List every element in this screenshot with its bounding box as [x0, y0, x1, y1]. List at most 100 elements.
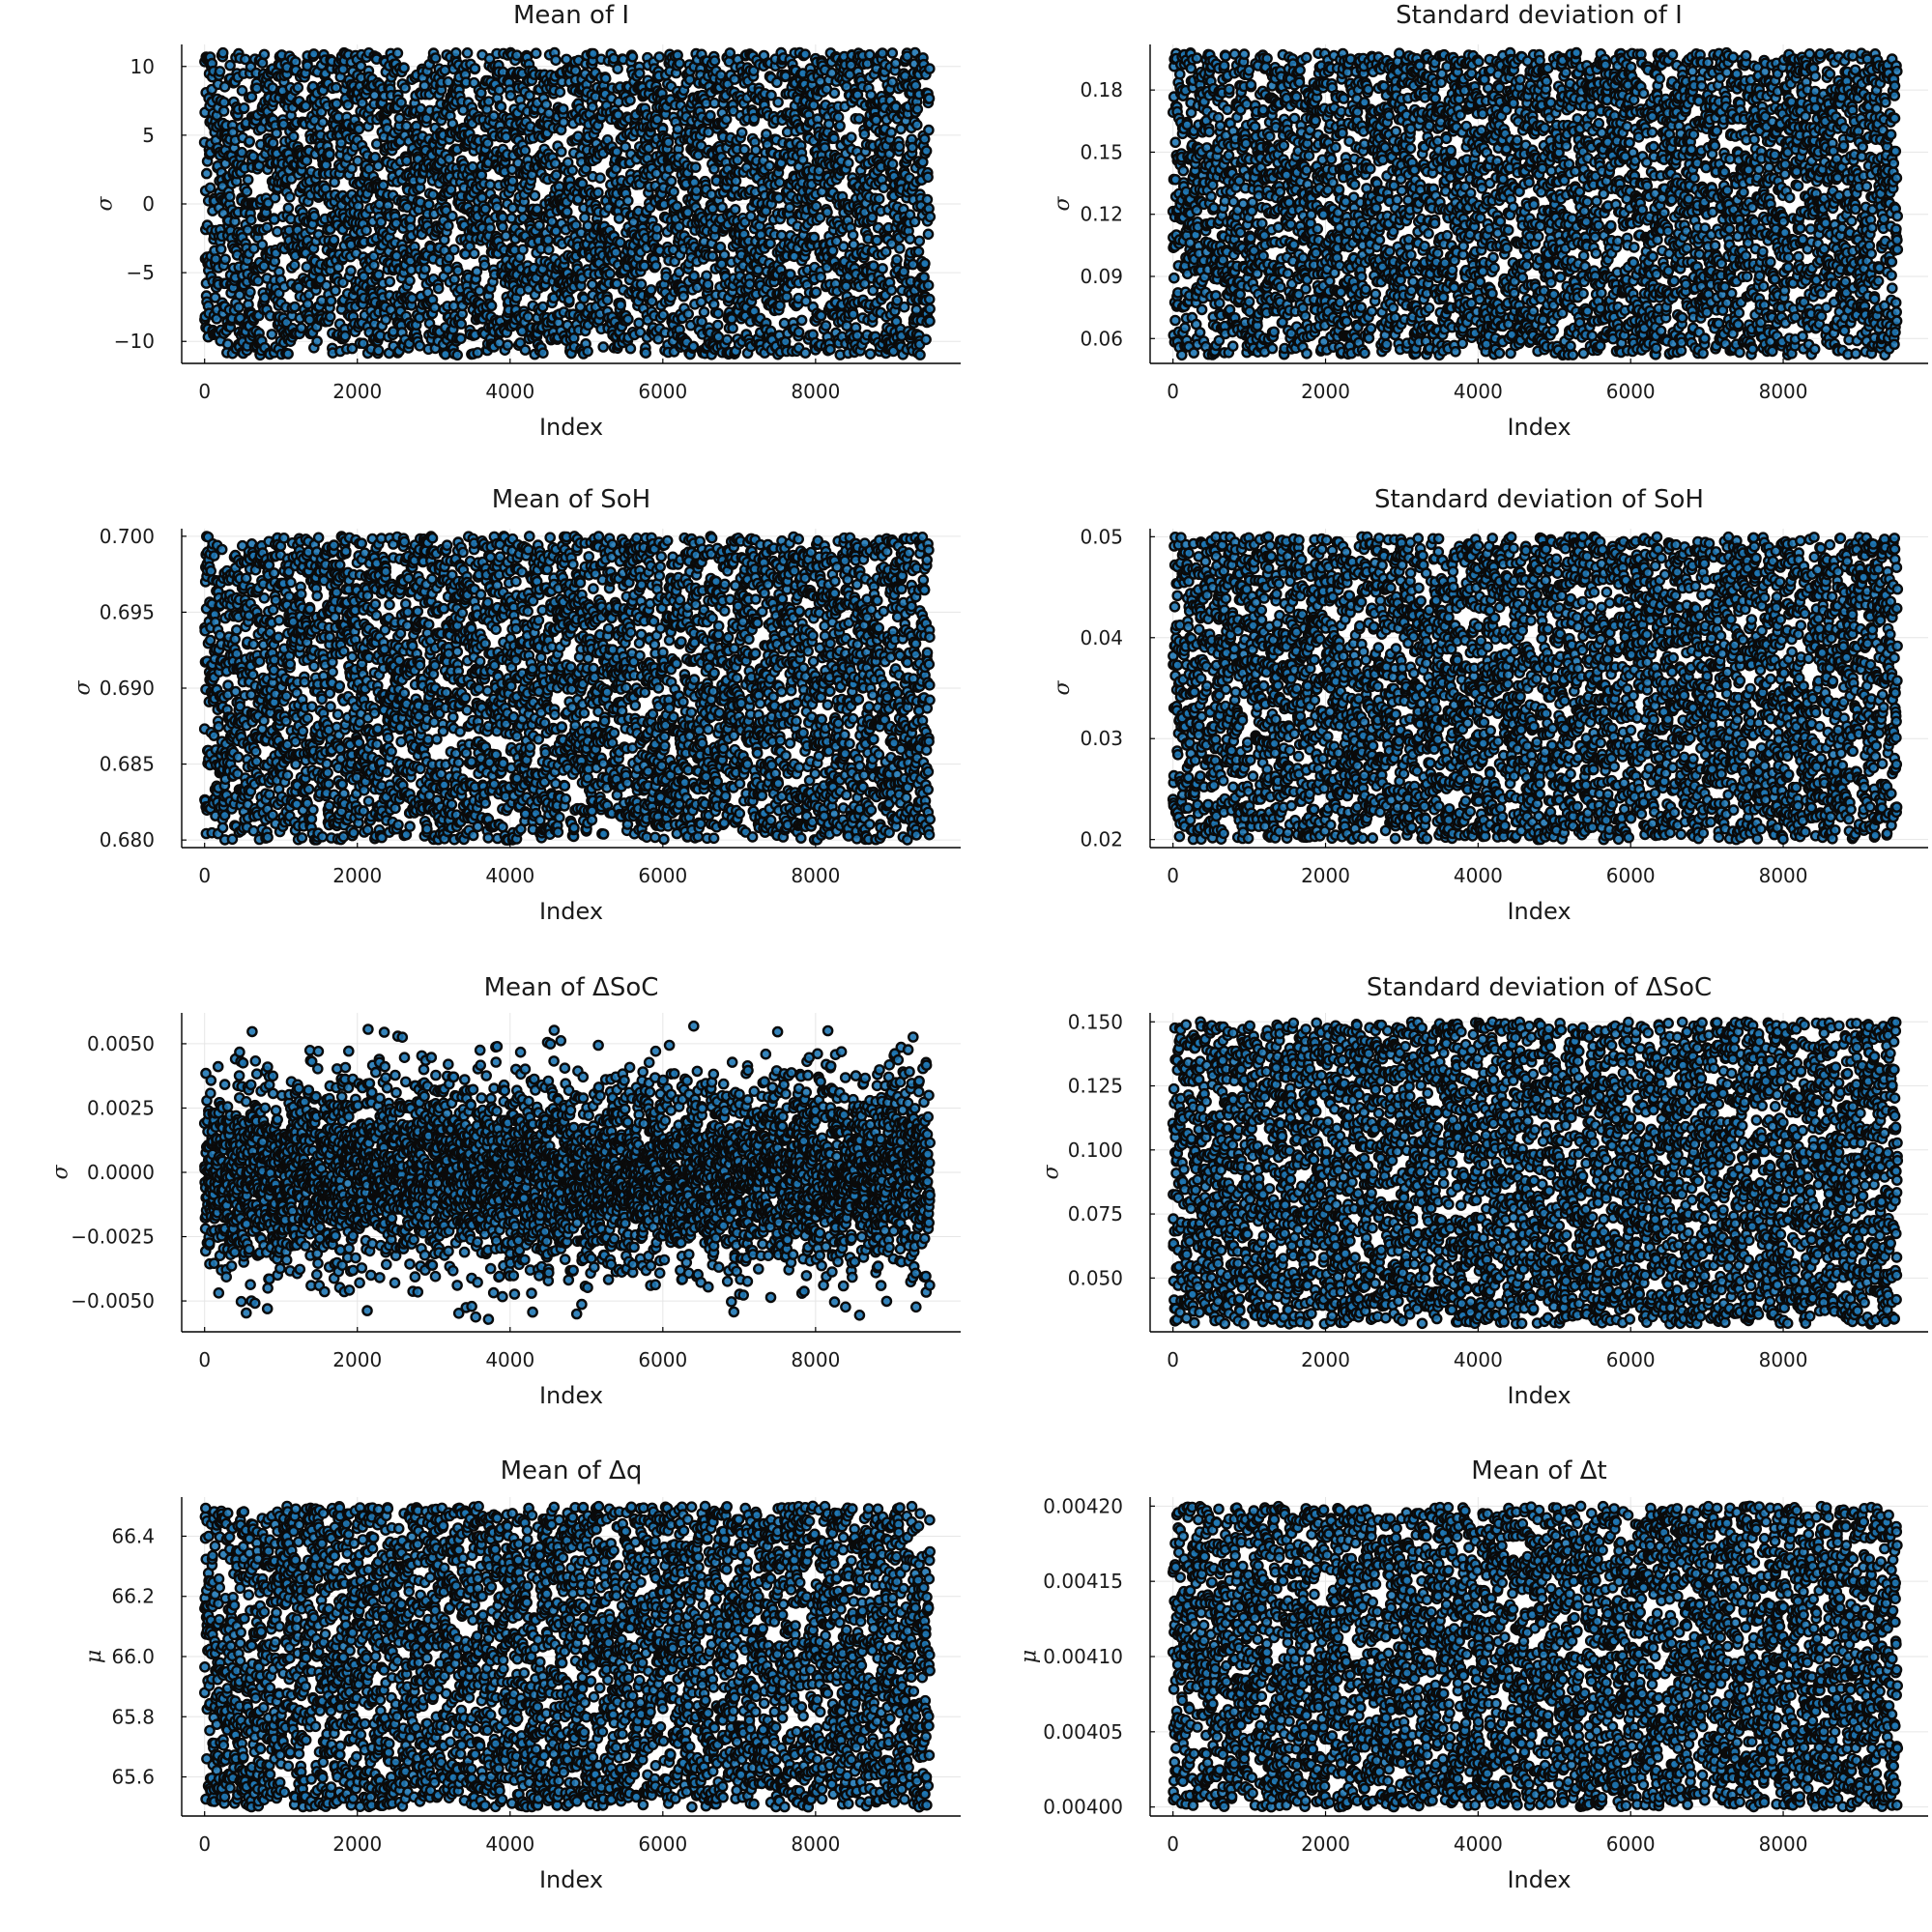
data-point	[560, 118, 568, 127]
data-point	[888, 159, 897, 168]
data-point	[766, 239, 775, 247]
data-point	[400, 64, 409, 72]
data-point	[548, 217, 557, 226]
data-point	[568, 166, 577, 175]
data-point	[595, 174, 604, 183]
data-point	[327, 297, 335, 305]
data-point	[434, 284, 443, 293]
data-point	[369, 261, 378, 270]
data-point	[655, 52, 664, 61]
data-point	[612, 248, 620, 257]
data-point	[495, 86, 504, 95]
data-point	[518, 245, 527, 254]
data-point	[842, 282, 851, 291]
data-point	[812, 288, 821, 297]
data-point	[534, 221, 543, 230]
data-point	[557, 147, 565, 156]
data-point	[839, 242, 848, 250]
data-point	[453, 351, 462, 360]
data-point	[647, 285, 655, 294]
data-point	[794, 328, 803, 336]
data-point	[471, 64, 479, 72]
data-point	[754, 265, 763, 274]
data-point	[290, 261, 299, 270]
data-point	[625, 96, 634, 104]
data-point	[341, 332, 350, 340]
data-point	[552, 56, 561, 65]
data-point	[836, 122, 845, 130]
data-point	[689, 342, 698, 351]
data-point	[628, 52, 637, 61]
data-point	[260, 50, 269, 59]
data-point	[284, 350, 293, 359]
data-point	[690, 272, 699, 280]
data-point	[457, 320, 466, 329]
data-point	[797, 316, 806, 325]
data-point	[244, 175, 252, 184]
data-point	[285, 192, 294, 201]
data-point	[891, 59, 900, 68]
data-point	[752, 146, 761, 155]
data-point	[524, 312, 533, 321]
data-point	[879, 184, 888, 192]
data-point	[873, 236, 881, 245]
data-point	[635, 319, 644, 328]
data-point	[673, 202, 681, 211]
data-point	[486, 223, 495, 232]
data-point	[774, 98, 783, 106]
data-point	[538, 303, 547, 311]
data-point	[405, 276, 414, 285]
data-point	[273, 129, 281, 137]
data-point	[470, 249, 478, 258]
data-point	[847, 133, 855, 142]
data-point	[584, 347, 592, 356]
data-point	[828, 246, 837, 255]
data-point	[580, 294, 589, 303]
data-point	[219, 106, 228, 115]
data-point	[386, 277, 394, 286]
data-point	[544, 245, 553, 254]
data-point	[895, 244, 904, 252]
data-point	[765, 161, 774, 170]
data-point	[246, 216, 255, 224]
data-point	[849, 310, 857, 319]
data-point	[734, 156, 742, 164]
data-point	[860, 130, 869, 138]
data-point	[453, 267, 462, 275]
data-point	[562, 208, 571, 216]
data-point	[640, 262, 649, 271]
data-point	[617, 301, 625, 309]
data-point	[531, 191, 539, 200]
data-point	[402, 157, 411, 165]
data-point	[706, 111, 714, 120]
data-point	[521, 146, 530, 155]
data-point	[703, 272, 711, 280]
data-point	[614, 65, 622, 73]
data-point	[812, 202, 821, 211]
data-point	[420, 265, 429, 274]
data-point	[817, 273, 825, 281]
data-point	[844, 159, 852, 167]
data-point	[377, 217, 386, 226]
data-point	[379, 181, 388, 189]
data-point	[762, 130, 770, 138]
data-point	[506, 91, 515, 100]
data-point	[223, 339, 232, 348]
data-point	[504, 341, 512, 350]
data-point	[726, 48, 735, 57]
data-point	[849, 231, 857, 240]
data-point	[497, 102, 505, 111]
data-point	[289, 132, 298, 141]
data-point	[447, 212, 456, 220]
data-point	[487, 302, 496, 310]
data-point	[670, 187, 678, 196]
data-point	[801, 50, 810, 59]
data-point	[868, 213, 877, 221]
data-point	[648, 297, 656, 305]
data-point	[613, 147, 621, 156]
data-point	[731, 75, 739, 84]
data-point	[449, 245, 458, 254]
data-point	[428, 190, 437, 199]
data-point	[219, 98, 228, 106]
data-point	[424, 200, 433, 209]
